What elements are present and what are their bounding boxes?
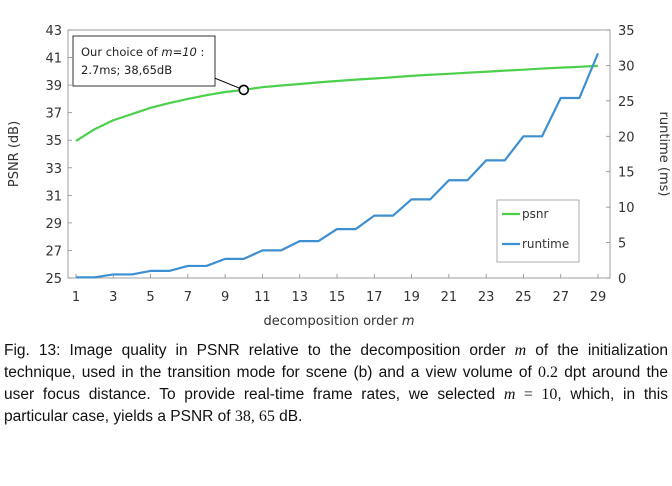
x-tick-label-11: 11 [254, 290, 271, 305]
x-tick-label-5: 5 [146, 290, 154, 305]
legend-box [496, 199, 580, 263]
left-y-axis-label: PSNR (dB) [7, 121, 22, 187]
caption-num-2: 38, 65 [234, 408, 275, 425]
x-axis-label-text: decomposition order [263, 314, 401, 329]
plot-frame [67, 29, 611, 279]
x-tick-label-23: 23 [478, 290, 495, 305]
annotation-line1-prefix: Our choice of [81, 45, 161, 59]
right-y-tick-label-20: 20 [618, 130, 635, 145]
right-y-tick-label-5: 5 [618, 237, 626, 252]
x-axis-label: decomposition order m [263, 314, 414, 329]
annotation-marker [238, 84, 250, 96]
caption-math-m-2: m [503, 386, 516, 403]
series-line-psnr [75, 64, 599, 142]
x-tick-label-3: 3 [109, 290, 117, 305]
left-y-tick-label-41: 41 [45, 52, 62, 67]
left-y-tick-label-27: 27 [45, 244, 62, 259]
left-y-tick-label-31: 31 [45, 189, 62, 204]
left-y-tick-label-33: 33 [45, 162, 62, 177]
legend-psnr-label: psnr [522, 207, 548, 221]
annotation: Our choice of m=10 : 2.7ms; 38,65dB [72, 35, 250, 96]
legend-runtime-label: runtime [522, 237, 569, 251]
x-ticks: 1 3 5 7 9 11 13 15 17 19 21 23 25 27 29 [72, 274, 606, 305]
caption-part-1: Fig. 13: Image quality in PSNR relative … [4, 342, 515, 359]
caption-part-3: dpt around the user focus distance. To p… [4, 364, 668, 403]
x-tick-label-27: 27 [552, 290, 569, 305]
caption-math-m-1: m [514, 342, 527, 359]
figure-caption: Fig. 13: Image quality in PSNR relative … [4, 340, 668, 428]
x-tick-label-15: 15 [329, 290, 346, 305]
x-tick-label-9: 9 [221, 290, 229, 305]
annotation-line1-var: m=10 [161, 45, 196, 59]
left-y-tick-label-39: 39 [45, 79, 62, 94]
right-y-tick-label-15: 15 [618, 166, 635, 181]
right-y-tick-label-30: 30 [618, 59, 635, 74]
x-tick-label-21: 21 [441, 290, 458, 305]
legend: psnr runtime [496, 199, 580, 263]
right-y-ticks: 0 5 10 15 20 25 30 35 [606, 24, 635, 287]
left-y-tick-label-29: 29 [45, 217, 62, 232]
x-tick-label-29: 29 [590, 290, 607, 305]
x-tick-label-25: 25 [515, 290, 532, 305]
right-y-tick-label-25: 25 [618, 95, 635, 110]
right-y-tick-label-0: 0 [618, 272, 626, 287]
series-line-runtime [76, 52, 600, 279]
left-y-tick-label-25: 25 [45, 272, 62, 287]
right-y-tick-label-10: 10 [618, 201, 635, 216]
annotation-line2: 2.7ms; 38,65dB [81, 63, 172, 77]
caption-math-eq: = 10 [515, 386, 558, 403]
right-y-axis-label: runtime (ms) [656, 112, 671, 197]
caption-part-4: , which, in this particular case, yields… [4, 386, 668, 425]
x-tick-label-7: 7 [184, 290, 192, 305]
right-y-tick-label-35: 35 [618, 24, 635, 39]
left-y-tick-label-37: 37 [45, 107, 62, 122]
x-tick-label-17: 17 [366, 290, 383, 305]
left-y-tick-label-43: 43 [45, 24, 62, 39]
annotation-line1-suffix: : [197, 45, 205, 59]
left-y-ticks: 25 27 29 31 33 35 37 39 41 43 [45, 24, 72, 287]
annotation-box [72, 35, 216, 87]
x-tick-label-13: 13 [291, 290, 308, 305]
caption-num-1: 0.2 [538, 364, 559, 381]
series-group [75, 52, 600, 279]
x-tick-label-1: 1 [72, 290, 80, 305]
caption-part-5: dB. [274, 408, 303, 425]
left-y-tick-label-35: 35 [45, 134, 62, 149]
psnr-runtime-chart: 1 3 5 7 9 11 13 15 17 19 21 23 25 27 29 25272931333537… [7, 24, 671, 329]
x-axis-label-var: m [402, 314, 415, 329]
x-tick-label-19: 19 [403, 290, 420, 305]
annotation-line1: Our choice of m=10 : [81, 45, 204, 59]
caption-part-2: of the initialization technique, used in… [4, 342, 668, 381]
